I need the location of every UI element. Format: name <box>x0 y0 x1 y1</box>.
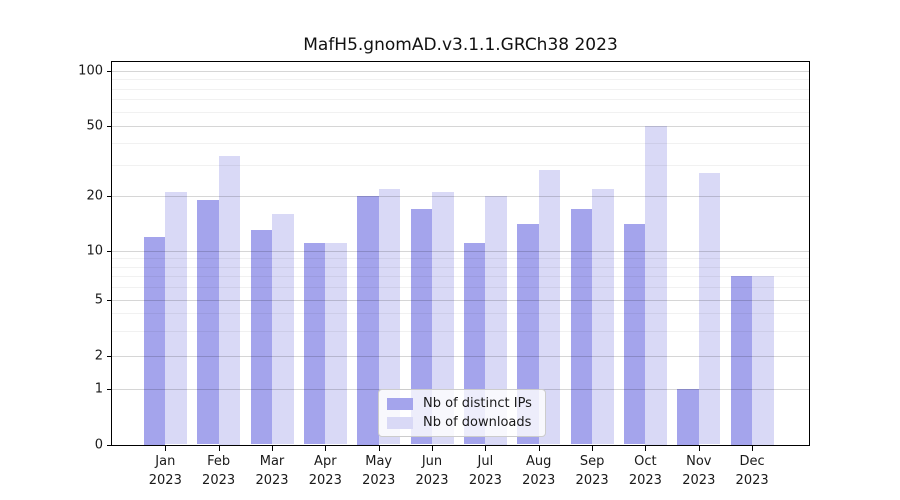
y-tick-mark <box>107 444 112 446</box>
x-tick-mark <box>698 446 700 451</box>
y-tick-mark <box>107 126 112 127</box>
y-tick-mark <box>107 251 112 252</box>
y-axis-tick-label: 2 <box>94 348 103 364</box>
y-axis-tick-label: 0 <box>94 437 103 452</box>
bar-distinct-ips-jan <box>143 236 166 445</box>
y-tick-mark <box>107 71 112 72</box>
legend-swatch-distinct-ips-icon <box>387 397 413 410</box>
x-tick-mark <box>538 446 540 451</box>
bar-distinct-ips-oct <box>623 224 646 445</box>
bar-downloads-jul <box>485 196 507 445</box>
bar-downloads-jun <box>432 192 454 445</box>
x-tick-mark <box>165 446 167 451</box>
gridline-major <box>112 71 809 72</box>
x-axis-tick-label: Feb 2023 <box>202 454 236 488</box>
bar-downloads-oct <box>645 126 667 445</box>
x-axis-tick-label: Jun 2023 <box>415 454 449 488</box>
x-axis-labels: Jan 2023 Feb 2023 Mar 2023 Apr 2023 May 2023… <box>112 452 809 496</box>
bar-downloads-feb <box>218 155 241 445</box>
x-tick-mark <box>752 446 754 451</box>
bar-downloads-jan <box>165 192 187 445</box>
x-tick-mark <box>325 446 327 451</box>
y-tick-mark <box>107 196 112 197</box>
legend-label-distinct-ips: Nb of distinct IPs <box>423 396 532 411</box>
x-axis-tick-label: Mar 2023 <box>255 454 289 488</box>
legend-label-downloads: Nb of downloads <box>423 415 532 430</box>
x-tick-mark <box>378 446 380 451</box>
bar-downloads-sep <box>592 188 614 445</box>
legend: Nb of distinct IPs Nb of downloads <box>378 389 546 437</box>
y-tick-mark <box>107 388 112 390</box>
x-axis-tick-label: Jul 2023 <box>468 454 502 488</box>
x-tick-mark <box>432 446 433 451</box>
y-axis-tick-label: 10 <box>86 243 103 259</box>
x-tick-mark <box>592 446 594 451</box>
x-axis-tick-label: Dec 2023 <box>735 454 769 488</box>
x-axis-tick-label: Aug 2023 <box>522 454 556 488</box>
bar-downloads-may <box>378 188 401 445</box>
bar-distinct-ips-apr <box>303 243 326 445</box>
y-axis-tick-label: 100 <box>78 63 103 79</box>
x-tick-mark <box>218 446 220 451</box>
gridline-minor <box>112 111 809 113</box>
gridline-minor <box>112 79 809 81</box>
x-axis-tick-label: Apr 2023 <box>308 454 342 488</box>
bar-distinct-ips-dec <box>730 276 753 445</box>
bar-downloads-mar <box>272 213 294 445</box>
y-axis-tick-label: 50 <box>86 118 103 134</box>
gridline-minor <box>112 88 809 90</box>
bar-downloads-dec <box>752 276 774 445</box>
gridline-minor <box>112 143 809 144</box>
bar-downloads-aug <box>538 170 561 445</box>
bar-distinct-ips-may <box>357 196 379 445</box>
gridline-major <box>112 126 809 127</box>
legend-item-downloads: Nb of downloads <box>387 415 537 430</box>
y-axis-labels: 0 1 2 5 10 20 50 100 <box>0 62 103 453</box>
x-axis-tick-label: Jan 2023 <box>148 454 182 488</box>
chart-title: MafH5.gnomAD.v3.1.1.GRCh38 2023 <box>303 35 618 55</box>
y-axis-tick-label: 5 <box>94 292 103 307</box>
bar-downloads-nov <box>698 173 721 445</box>
gridline-minor <box>112 165 809 166</box>
y-axis-tick-label: 20 <box>86 188 103 204</box>
y-tick-mark <box>107 356 112 357</box>
bar-distinct-ips-feb <box>197 200 219 445</box>
x-axis-tick-label: Nov 2023 <box>682 454 716 488</box>
x-tick-mark <box>272 446 273 451</box>
x-axis-tick-label: May 2023 <box>362 454 396 488</box>
bar-downloads-apr <box>325 243 347 445</box>
legend-swatch-downloads-icon <box>387 416 413 429</box>
bar-distinct-ips-mar <box>250 230 272 445</box>
legend-item-distinct-ips: Nb of distinct IPs <box>387 396 537 411</box>
bar-distinct-ips-sep <box>570 208 593 445</box>
x-axis-tick-label: Sep 2023 <box>575 454 609 488</box>
y-tick-mark <box>107 299 112 301</box>
x-axis-tick-label: Oct 2023 <box>628 454 662 488</box>
x-tick-mark <box>485 446 487 451</box>
x-tick-mark <box>645 446 647 451</box>
gridline-minor <box>112 99 809 101</box>
bar-distinct-ips-jun <box>410 208 432 445</box>
y-axis-tick-label: 1 <box>94 381 103 396</box>
bar-distinct-ips-nov <box>677 388 699 445</box>
